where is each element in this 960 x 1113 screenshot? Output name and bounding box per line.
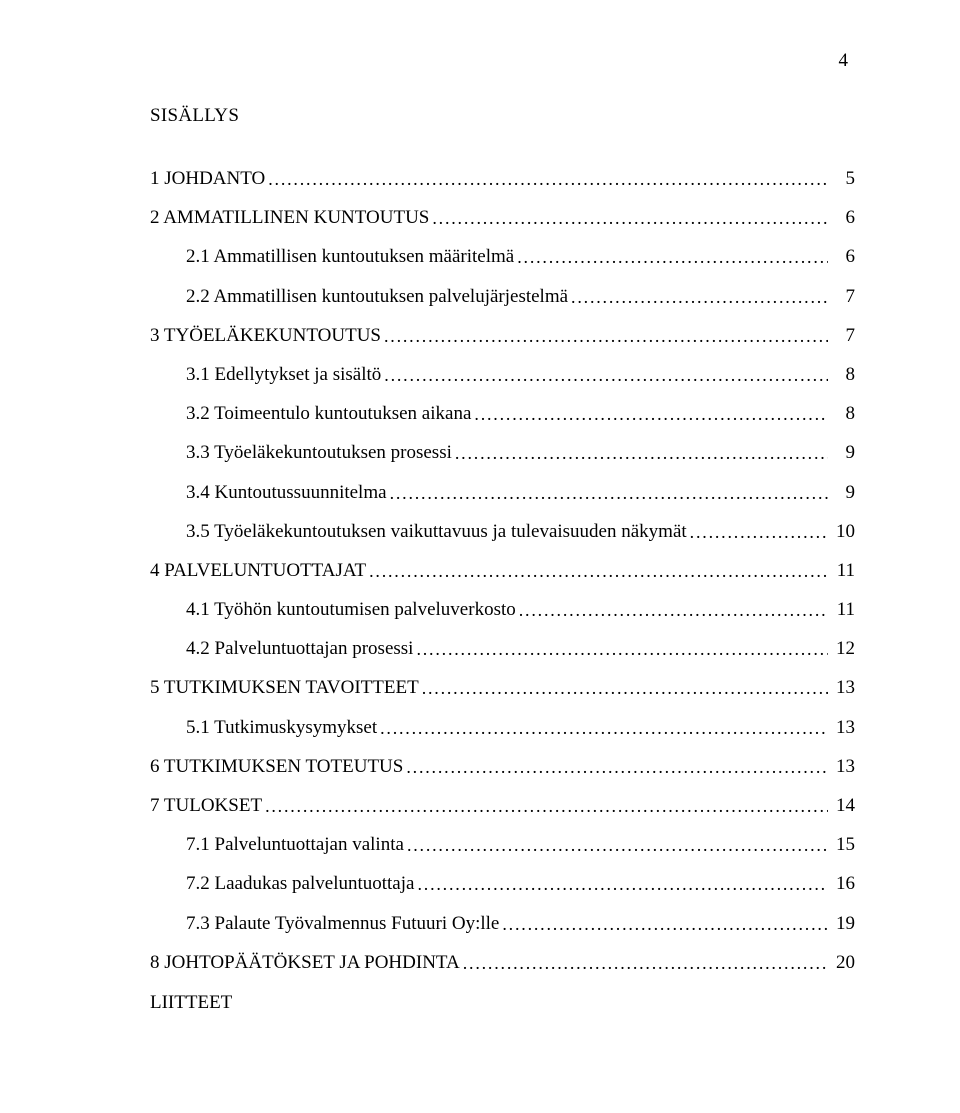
toc-entry-page: 11 [831,600,855,619]
toc-leader-dots [406,758,828,776]
toc-leader-dots [474,405,828,423]
table-of-contents: 1 JOHDANTO52 AMMATILLINEN KUNTOUTUS62.1 … [150,169,855,972]
toc-entry-label: 6 TUTKIMUKSEN TOTEUTUS [150,757,403,776]
toc-entry-page: 13 [831,718,855,737]
toc-row: 4 PALVELUNTUOTTAJAT 11 [150,561,855,580]
toc-entry-page: 20 [831,953,855,972]
toc-row: 3.2 Toimeentulo kuntoutuksen aikana 8 [150,404,855,423]
toc-entry-label: 7.2 Laadukas palveluntuottaja [186,874,414,893]
toc-entry-page: 8 [831,365,855,384]
toc-row: 6 TUTKIMUKSEN TOTEUTUS 13 [150,757,855,776]
toc-entry-page: 19 [831,914,855,933]
toc-leader-dots [384,327,828,345]
toc-leader-dots [519,601,828,619]
toc-leader-dots [416,640,828,658]
toc-entry-label: 4 PALVELUNTUOTTAJAT [150,561,366,580]
toc-leader-dots [384,366,828,384]
toc-entry-label: 3.5 Työeläkekuntoutuksen vaikuttavuus ja… [186,522,687,541]
toc-leader-dots [390,484,828,502]
toc-leader-dots [432,209,828,227]
toc-leader-dots [463,954,828,972]
toc-row: 3.4 Kuntoutussuunnitelma 9 [150,483,855,502]
toc-entry-label: 3.3 Työeläkekuntoutuksen prosessi [186,443,452,462]
toc-entry-page: 6 [831,208,855,227]
document-page: 4 SISÄLLYS 1 JOHDANTO 5 2 AMMATILLINEN KUN… [0,0,960,1113]
toc-entry-label: 5 TUTKIMUKSEN TAVOITTEET [150,678,419,697]
toc-entry-label: 8 JOHTOPÄÄTÖKSET JA POHDINTA [150,953,460,972]
toc-entry-page: 9 [831,483,855,502]
toc-entry-page: 13 [831,757,855,776]
toc-row: 3.1 Edellytykset ja sisältö 8 [150,365,855,384]
toc-row: 8 JOHTOPÄÄTÖKSET JA POHDINTA 20 [150,953,855,972]
toc-entry-page: 12 [831,639,855,658]
toc-row: 2.2 Ammatillisen kuntoutuksen palvelujär… [150,287,855,306]
toc-row: 3.5 Työeläkekuntoutuksen vaikuttavuus ja… [150,522,855,541]
toc-row: 3.3 Työeläkekuntoutuksen prosessi 9 [150,443,855,462]
toc-row: 2.1 Ammatillisen kuntoutuksen määritelmä… [150,247,855,266]
toc-entry-label: 7.1 Palveluntuottajan valinta [186,835,404,854]
toc-entry-label: 5.1 Tutkimuskysymykset [186,718,377,737]
toc-entry-label: 3.4 Kuntoutussuunnitelma [186,483,387,502]
toc-leader-dots [422,679,828,697]
appendix-label: LIITTEET [150,992,855,1014]
toc-row: 7 TULOKSET 14 [150,796,855,815]
toc-entry-page: 16 [831,874,855,893]
toc-row: 5.1 Tutkimuskysymykset 13 [150,718,855,737]
toc-entry-page: 8 [831,404,855,423]
toc-entry-label: 7 TULOKSET [150,796,262,815]
toc-entry-page: 7 [831,326,855,345]
toc-entry-page: 13 [831,678,855,697]
toc-row: 7.2 Laadukas palveluntuottaja 16 [150,874,855,893]
toc-entry-label: 2.2 Ammatillisen kuntoutuksen palvelujär… [186,287,568,306]
toc-entry-page: 9 [831,443,855,462]
toc-entry-page: 7 [831,287,855,306]
toc-entry-page: 6 [831,247,855,266]
toc-entry-label: 4.1 Työhön kuntoutumisen palveluverkosto [186,600,516,619]
page-number: 4 [839,50,849,72]
toc-leader-dots [369,562,828,580]
toc-leader-dots [265,797,828,815]
toc-entry-page: 10 [831,522,855,541]
toc-leader-dots [417,875,828,893]
toc-leader-dots [268,170,828,188]
toc-entry-page: 11 [831,561,855,580]
toc-row: 4.2 Palveluntuottajan prosessi 12 [150,639,855,658]
toc-entry-page: 14 [831,796,855,815]
toc-entry-page: 15 [831,835,855,854]
toc-entry-label: 2 AMMATILLINEN KUNTOUTUS [150,208,429,227]
toc-leader-dots [517,248,828,266]
toc-leader-dots [407,836,828,854]
toc-row: 7.1 Palveluntuottajan valinta 15 [150,835,855,854]
toc-row: 7.3 Palaute Työvalmennus Futuuri Oy:lle 1… [150,914,855,933]
toc-leader-dots [690,523,828,541]
toc-entry-page: 5 [831,169,855,188]
toc-row: 5 TUTKIMUKSEN TAVOITTEET 13 [150,678,855,697]
toc-entry-label: 3 TYÖELÄKEKUNTOUTUS [150,326,381,345]
toc-leader-dots [502,915,828,933]
toc-title: SISÄLLYS [150,105,855,127]
toc-leader-dots [455,444,828,462]
toc-leader-dots [380,719,828,737]
toc-entry-label: 4.2 Palveluntuottajan prosessi [186,639,413,658]
toc-leader-dots [571,288,828,306]
toc-row: 2 AMMATILLINEN KUNTOUTUS 6 [150,208,855,227]
toc-row: 4.1 Työhön kuntoutumisen palveluverkosto… [150,600,855,619]
toc-entry-label: 1 JOHDANTO [150,169,265,188]
toc-entry-label: 3.1 Edellytykset ja sisältö [186,365,381,384]
toc-entry-label: 7.3 Palaute Työvalmennus Futuuri Oy:lle [186,914,499,933]
toc-entry-label: 3.2 Toimeentulo kuntoutuksen aikana [186,404,471,423]
toc-row: 3 TYÖELÄKEKUNTOUTUS 7 [150,326,855,345]
toc-entry-label: 2.1 Ammatillisen kuntoutuksen määritelmä [186,247,514,266]
toc-row: 1 JOHDANTO 5 [150,169,855,188]
